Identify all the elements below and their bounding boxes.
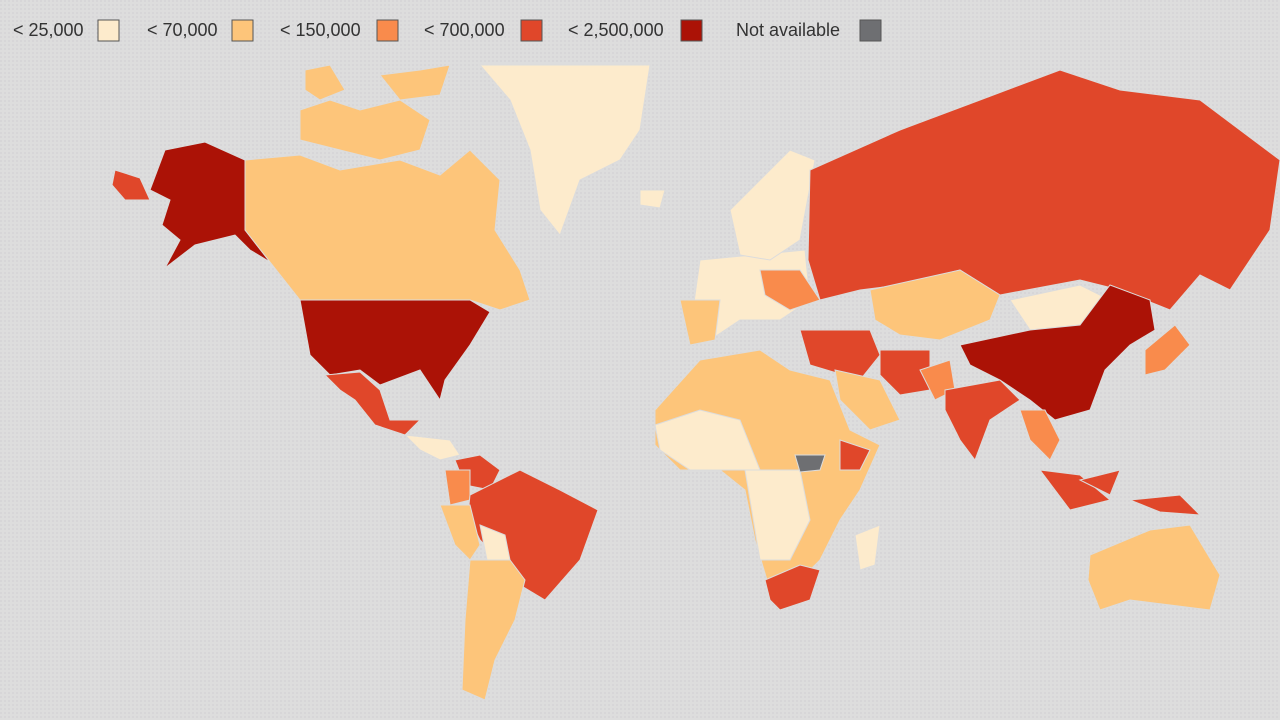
country bbox=[839, 439, 871, 471]
legend-swatch bbox=[680, 19, 703, 42]
country bbox=[478, 64, 651, 237]
legend-label: < 2,500,000 bbox=[568, 20, 664, 40]
country bbox=[304, 64, 346, 101]
country bbox=[323, 371, 422, 436]
legend: < 25,000 < 70,000 < 150,000 < 700,000 < 2,50… bbox=[13, 19, 882, 42]
country bbox=[639, 189, 666, 209]
country bbox=[1129, 494, 1202, 516]
country bbox=[744, 469, 811, 561]
legend-label: < 70,000 bbox=[147, 20, 218, 40]
country bbox=[379, 64, 451, 101]
legend-label: < 25,000 bbox=[13, 20, 84, 40]
country bbox=[1038, 469, 1112, 511]
country bbox=[729, 149, 816, 261]
country bbox=[1087, 524, 1221, 611]
legend-label: < 150,000 bbox=[280, 20, 361, 40]
country bbox=[854, 524, 881, 571]
country bbox=[439, 504, 481, 561]
country bbox=[1019, 409, 1061, 461]
legend-swatch bbox=[520, 19, 543, 42]
country bbox=[807, 69, 1280, 311]
legend-label: < 700,000 bbox=[424, 20, 505, 40]
country bbox=[461, 559, 526, 701]
legend-swatch bbox=[859, 19, 882, 42]
country bbox=[794, 454, 826, 473]
country bbox=[299, 99, 431, 161]
legend-swatch bbox=[376, 19, 399, 42]
country bbox=[834, 369, 901, 431]
country bbox=[111, 169, 151, 201]
country bbox=[1144, 324, 1191, 376]
country bbox=[403, 434, 461, 461]
country bbox=[679, 299, 721, 346]
country bbox=[959, 284, 1156, 421]
country bbox=[869, 269, 1001, 341]
legend-label: Not available bbox=[736, 20, 840, 40]
country bbox=[759, 269, 821, 311]
country bbox=[764, 564, 821, 611]
countries bbox=[111, 64, 1280, 701]
country bbox=[1078, 469, 1121, 496]
country bbox=[444, 469, 471, 506]
country bbox=[879, 349, 931, 396]
legend-swatch bbox=[97, 19, 120, 42]
country bbox=[944, 379, 1021, 462]
country bbox=[799, 329, 881, 381]
country bbox=[299, 299, 491, 402]
legend-swatch bbox=[231, 19, 254, 42]
country bbox=[244, 149, 531, 311]
